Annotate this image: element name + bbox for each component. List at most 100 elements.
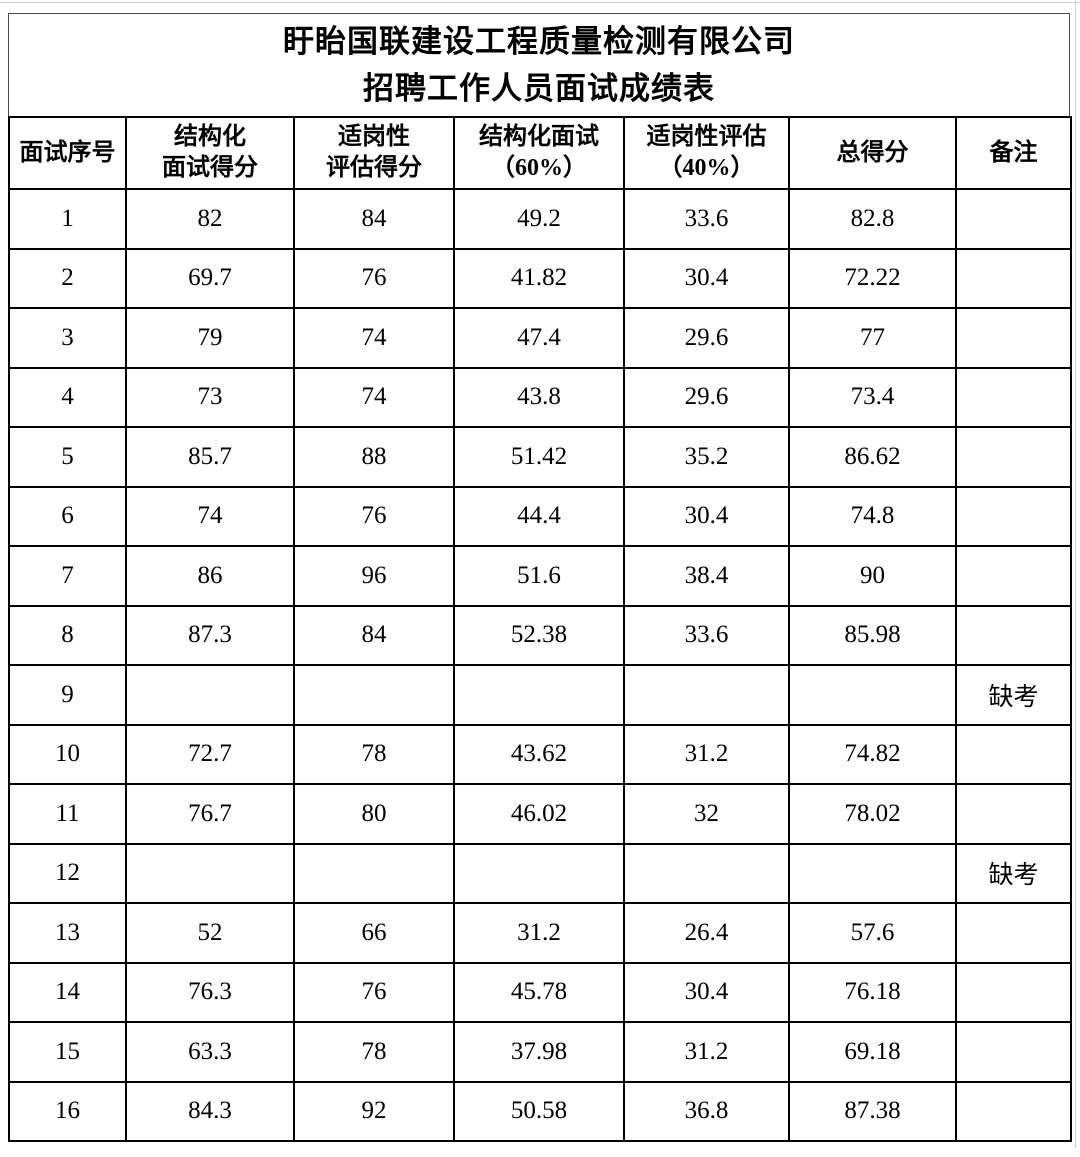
cell-structured-interview-60pct: 37.98 bbox=[453, 1021, 625, 1083]
cell-suitability-assessment-40pct: 36.8 bbox=[623, 1080, 790, 1142]
cell-total-score: 85.98 bbox=[788, 604, 957, 666]
cell-structured-interview-score: 74 bbox=[125, 485, 295, 547]
cell-interview-number: 2 bbox=[8, 247, 127, 309]
header-cell-suitability-assessment-score: 适岗性 评估得分 bbox=[293, 116, 455, 190]
table-row: 11 76.7 80 46.02 32 78.02 bbox=[8, 783, 1072, 845]
cell-structured-interview-60pct: 31.2 bbox=[453, 902, 625, 964]
cell-structured-interview-60pct: 43.62 bbox=[453, 723, 625, 785]
cell-structured-interview-score: 84.3 bbox=[125, 1080, 295, 1142]
cell-suitability-assessment-40pct: 26.4 bbox=[623, 902, 790, 964]
cell-suitability-assessment-score: 96 bbox=[293, 545, 455, 607]
table-row: 16 84.3 92 50.58 36.8 87.38 bbox=[8, 1080, 1072, 1142]
cell-structured-interview-60pct: 46.02 bbox=[453, 783, 625, 845]
cell-suitability-assessment-score: 84 bbox=[293, 188, 455, 250]
cell-remarks bbox=[955, 307, 1072, 369]
cell-structured-interview-60pct bbox=[453, 664, 625, 726]
cell-suitability-assessment-score: 92 bbox=[293, 1080, 455, 1142]
cell-suitability-assessment-score: 78 bbox=[293, 1021, 455, 1083]
header-cell-structured-interview-score: 结构化 面试得分 bbox=[125, 116, 295, 190]
sheet-gridline-right bbox=[1075, 0, 1076, 1148]
cell-remarks bbox=[955, 545, 1072, 607]
cell-remarks bbox=[955, 1021, 1072, 1083]
cell-total-score bbox=[788, 842, 957, 904]
cell-structured-interview-60pct: 43.8 bbox=[453, 366, 625, 428]
cell-suitability-assessment-40pct: 33.6 bbox=[623, 604, 790, 666]
sheet-gridline-top bbox=[0, 2, 1080, 3]
cell-structured-interview-60pct: 50.58 bbox=[453, 1080, 625, 1142]
cell-suitability-assessment-score bbox=[293, 842, 455, 904]
score-sheet: 盱眙国联建设工程质量检测有限公司 招聘工作人员面试成绩表 面试序号 结构化 面试得分… bbox=[8, 13, 1072, 1142]
cell-interview-number: 12 bbox=[8, 842, 127, 904]
cell-remarks bbox=[955, 961, 1072, 1023]
sheet-title: 盱眙国联建设工程质量检测有限公司 招聘工作人员面试成绩表 bbox=[8, 13, 1070, 116]
cell-interview-number: 15 bbox=[8, 1021, 127, 1083]
cell-suitability-assessment-40pct: 33.6 bbox=[623, 188, 790, 250]
cell-interview-number: 16 bbox=[8, 1080, 127, 1142]
sheet-subtitle: 招聘工作人员面试成绩表 bbox=[363, 71, 715, 106]
cell-total-score: 57.6 bbox=[788, 902, 957, 964]
header-cell-total-score: 总得分 bbox=[788, 116, 957, 190]
cell-suitability-assessment-40pct: 29.6 bbox=[623, 307, 790, 369]
cell-suitability-assessment-score: 88 bbox=[293, 426, 455, 488]
cell-total-score: 69.18 bbox=[788, 1021, 957, 1083]
table-row: 15 63.3 78 37.98 31.2 69.18 bbox=[8, 1021, 1072, 1083]
cell-interview-number: 3 bbox=[8, 307, 127, 369]
cell-remarks bbox=[955, 783, 1072, 845]
header-line: （60%） bbox=[491, 155, 587, 181]
header-cell-structured-interview-60pct: 结构化面试 （60%） bbox=[453, 116, 625, 190]
score-table: 面试序号 结构化 面试得分 适岗性 评估得分 结构化面试 （60%） 适岗性评估 （40%） 总得… bbox=[8, 116, 1072, 1142]
cell-interview-number: 4 bbox=[8, 366, 127, 428]
cell-structured-interview-score: 69.7 bbox=[125, 247, 295, 309]
table-row: 5 85.7 88 51.42 35.2 86.62 bbox=[8, 426, 1072, 488]
header-cell-interview-number: 面试序号 bbox=[8, 116, 127, 190]
cell-structured-interview-score bbox=[125, 842, 295, 904]
cell-suitability-assessment-40pct: 31.2 bbox=[623, 1021, 790, 1083]
cell-remarks bbox=[955, 1080, 1072, 1142]
cell-suitability-assessment-score: 80 bbox=[293, 783, 455, 845]
cell-remarks bbox=[955, 188, 1072, 250]
cell-structured-interview-score: 86 bbox=[125, 545, 295, 607]
table-row: 12 缺考 bbox=[8, 842, 1072, 904]
cell-suitability-assessment-40pct: 32 bbox=[623, 783, 790, 845]
table-row: 1 82 84 49.2 33.6 82.8 bbox=[8, 188, 1072, 250]
cell-total-score: 82.8 bbox=[788, 188, 957, 250]
cell-interview-number: 7 bbox=[8, 545, 127, 607]
cell-suitability-assessment-score: 66 bbox=[293, 902, 455, 964]
table-row: 14 76.3 76 45.78 30.4 76.18 bbox=[8, 961, 1072, 1023]
cell-suitability-assessment-score: 78 bbox=[293, 723, 455, 785]
cell-interview-number: 11 bbox=[8, 783, 127, 845]
cell-suitability-assessment-score bbox=[293, 664, 455, 726]
cell-remarks: 缺考 bbox=[955, 842, 1072, 904]
cell-structured-interview-score: 52 bbox=[125, 902, 295, 964]
cell-suitability-assessment-40pct: 38.4 bbox=[623, 545, 790, 607]
cell-total-score: 72.22 bbox=[788, 247, 957, 309]
cell-suitability-assessment-score: 76 bbox=[293, 247, 455, 309]
cell-suitability-assessment-40pct: 30.4 bbox=[623, 247, 790, 309]
cell-structured-interview-60pct bbox=[453, 842, 625, 904]
header-line: 结构化 bbox=[174, 124, 246, 150]
cell-remarks bbox=[955, 604, 1072, 666]
cell-remarks bbox=[955, 366, 1072, 428]
cell-remarks bbox=[955, 485, 1072, 547]
cell-total-score: 76.18 bbox=[788, 961, 957, 1023]
cell-total-score bbox=[788, 664, 957, 726]
cell-structured-interview-60pct: 51.42 bbox=[453, 426, 625, 488]
cell-remarks bbox=[955, 247, 1072, 309]
cell-suitability-assessment-40pct: 35.2 bbox=[623, 426, 790, 488]
header-cell-remarks: 备注 bbox=[955, 116, 1072, 190]
cell-total-score: 78.02 bbox=[788, 783, 957, 845]
cell-structured-interview-score: 73 bbox=[125, 366, 295, 428]
cell-total-score: 74.8 bbox=[788, 485, 957, 547]
cell-structured-interview-score: 72.7 bbox=[125, 723, 295, 785]
cell-remarks bbox=[955, 902, 1072, 964]
header-line: 备注 bbox=[989, 139, 1038, 166]
cell-total-score: 73.4 bbox=[788, 366, 957, 428]
header-line: 面试序号 bbox=[19, 139, 116, 166]
cell-interview-number: 9 bbox=[8, 664, 127, 726]
table-row: 3 79 74 47.4 29.6 77 bbox=[8, 307, 1072, 369]
header-line: 总得分 bbox=[836, 139, 909, 166]
cell-suitability-assessment-score: 76 bbox=[293, 485, 455, 547]
cell-suitability-assessment-40pct: 31.2 bbox=[623, 723, 790, 785]
cell-structured-interview-60pct: 44.4 bbox=[453, 485, 625, 547]
cell-interview-number: 5 bbox=[8, 426, 127, 488]
